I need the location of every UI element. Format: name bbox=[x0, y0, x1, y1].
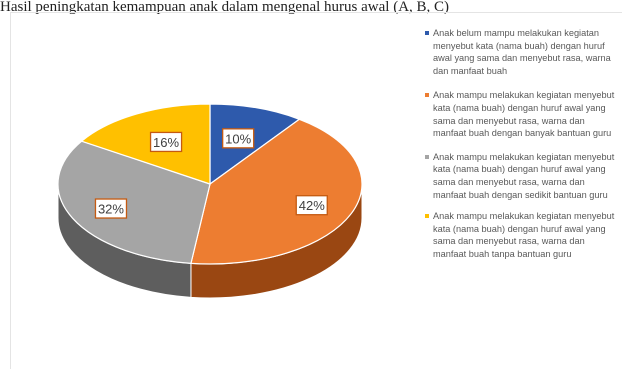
pie-slice-1 bbox=[209, 103, 301, 186]
legend-label-2: Anak mampu melakukan kegiatan menyebut k… bbox=[433, 90, 615, 139]
pie-slice-2 bbox=[190, 118, 363, 265]
legend-swatch-3 bbox=[425, 154, 429, 159]
legend-swatch-1 bbox=[425, 31, 429, 35]
legend-label-1: Anak belum mampu melakukan kegiatan meny… bbox=[433, 28, 611, 76]
pie-label-box-2 bbox=[295, 195, 328, 216]
chart-area bbox=[10, 12, 622, 369]
legend-item-4: Anak mampu melakukan kegiatan menyebut k… bbox=[424, 210, 620, 260]
pie-data-labels: 10% 42% 32% 16% bbox=[94, 128, 328, 219]
pie-label-box-4 bbox=[149, 131, 183, 153]
legend-swatch-4 bbox=[425, 214, 429, 219]
pie-label-4: 16% bbox=[153, 135, 179, 150]
pie-slice-4 bbox=[80, 103, 211, 185]
legend-label-3: Anak mampu melakukan kegiatan menyebut k… bbox=[433, 151, 615, 200]
legend-item-1: Anak belum mampu melakukan kegiatan meny… bbox=[424, 27, 620, 77]
legend-item-2: Anak mampu melakukan kegiatan menyebut k… bbox=[424, 89, 620, 139]
pie-label-box-3 bbox=[94, 198, 128, 219]
legend-swatch-2 bbox=[425, 93, 429, 98]
legend-label-4: Anak mampu melakukan kegiatan menyebut k… bbox=[433, 211, 615, 259]
pie-label-3: 32% bbox=[98, 202, 124, 217]
pie-top bbox=[57, 103, 363, 265]
legend: Anak belum mampu melakukan kegiatan meny… bbox=[424, 27, 620, 273]
pie-label-box-1 bbox=[222, 128, 255, 149]
pie-label-2: 42% bbox=[299, 198, 325, 213]
pie-label-1: 10% bbox=[225, 131, 251, 146]
legend-item-3: Anak mampu melakukan kegiatan menyebut k… bbox=[424, 151, 620, 201]
top-cropped-text: Hasil peningkatan kemampuan anak dalam m… bbox=[0, 0, 450, 14]
